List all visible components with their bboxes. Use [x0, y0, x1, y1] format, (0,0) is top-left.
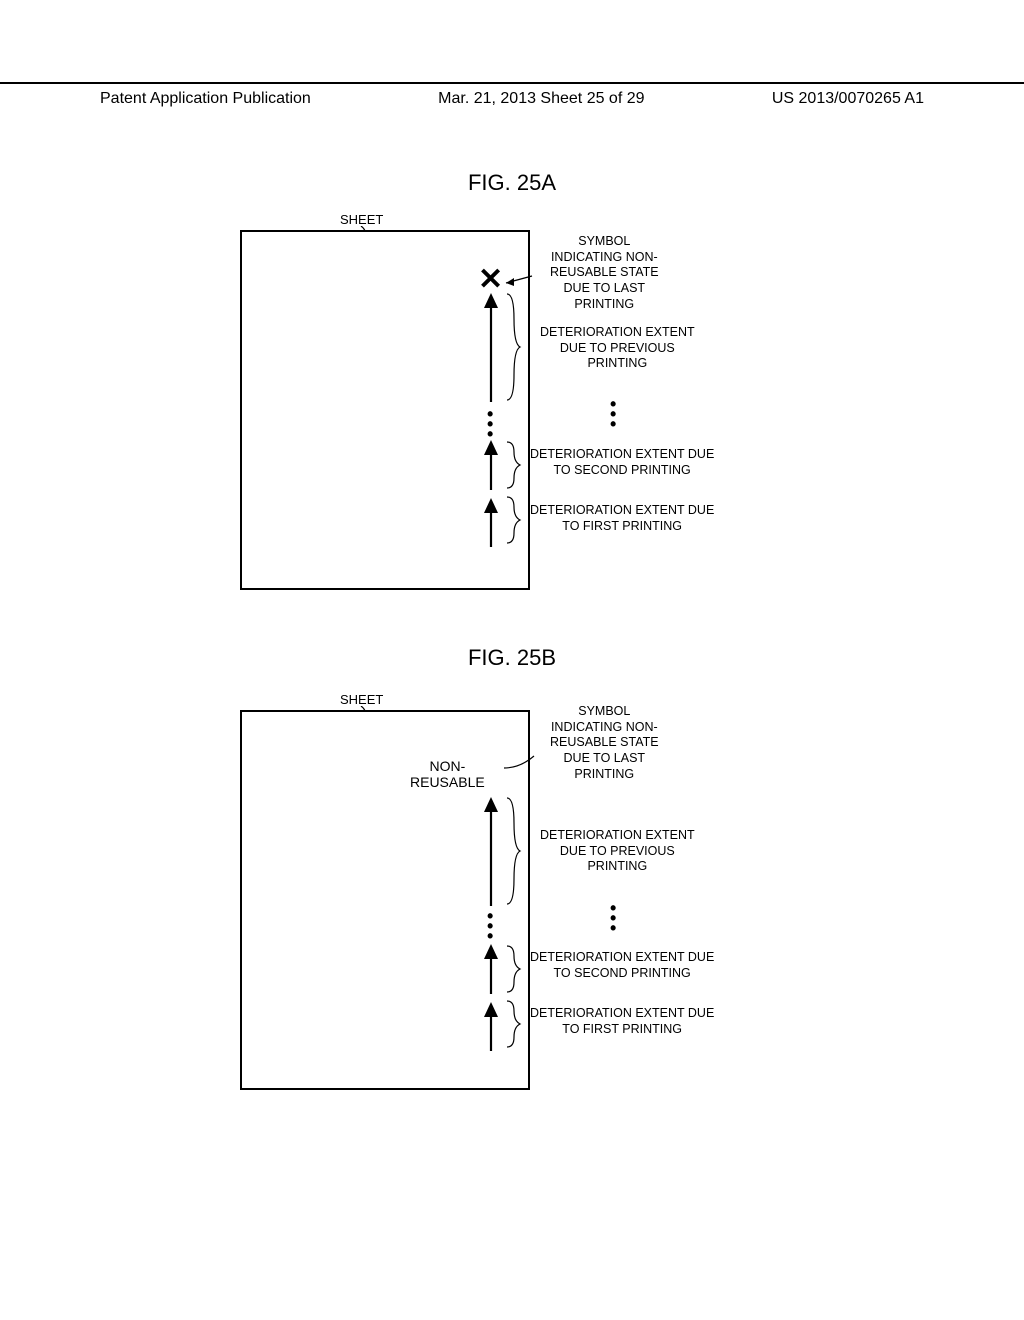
figB-block: SHEET NON-REUSABLE ••• SYMBOLINDI: [240, 710, 530, 1090]
figB-brace-prev-icon: [504, 796, 522, 906]
figB-label-second: DETERIORATION EXTENT DUETO SECOND PRINTI…: [530, 950, 714, 981]
header-row: Patent Application Publication Mar. 21, …: [0, 90, 1024, 108]
figB-arrows: [482, 796, 500, 1096]
figB-dots-icon: •••: [487, 912, 493, 942]
figB-label-symbol: SYMBOLINDICATING NON-REUSABLE STATEDUE T…: [550, 704, 659, 782]
figA-label-symbol: SYMBOLINDICATING NON-REUSABLE STATEDUE T…: [550, 234, 659, 312]
figA-label-first: DETERIORATION EXTENT DUETO FIRST PRINTIN…: [530, 503, 714, 534]
page-header: Patent Application Publication Mar. 21, …: [0, 82, 1024, 108]
figB-brace-second-icon: [504, 944, 522, 994]
figB-dots-right-icon: •••: [610, 904, 616, 934]
figA-block: SHEET ✕ •••: [240, 230, 530, 590]
header-center: Mar. 21, 2013 Sheet 25 of 29: [438, 90, 644, 108]
figA-sheet-box: ✕ •••: [240, 230, 530, 590]
figB-label-prev: DETERIORATION EXTENTDUE TO PREVIOUSPRINT…: [540, 828, 695, 875]
nonreusable-text: NON-REUSABLE: [410, 758, 485, 790]
figB-title: FIG. 25B: [0, 645, 1024, 671]
figA-brace-first-icon: [504, 495, 522, 545]
figB-label-first: DETERIORATION EXTENT DUETO FIRST PRINTIN…: [530, 1006, 714, 1037]
figA-sheet-label: SHEET: [340, 212, 383, 227]
figA-x-leader-icon: [504, 274, 544, 290]
figA-title: FIG. 25A: [0, 170, 1024, 196]
figA-label-second: DETERIORATION EXTENT DUETO SECOND PRINTI…: [530, 447, 714, 478]
figA-dots-right-icon: •••: [610, 400, 616, 430]
figB-brace-first-icon: [504, 999, 522, 1049]
figA-label-prev: DETERIORATION EXTENTDUE TO PREVIOUSPRINT…: [540, 325, 695, 372]
figB-sheet-box: NON-REUSABLE •••: [240, 710, 530, 1090]
header-right: US 2013/0070265 A1: [772, 90, 924, 108]
figA-brace-prev-icon: [504, 292, 522, 402]
figA-dots-icon: •••: [487, 410, 493, 440]
figB-sheet-label: SHEET: [340, 692, 383, 707]
figB-nr-leader-icon: [500, 754, 544, 772]
figA-brace-second-icon: [504, 440, 522, 490]
header-left: Patent Application Publication: [100, 90, 311, 108]
